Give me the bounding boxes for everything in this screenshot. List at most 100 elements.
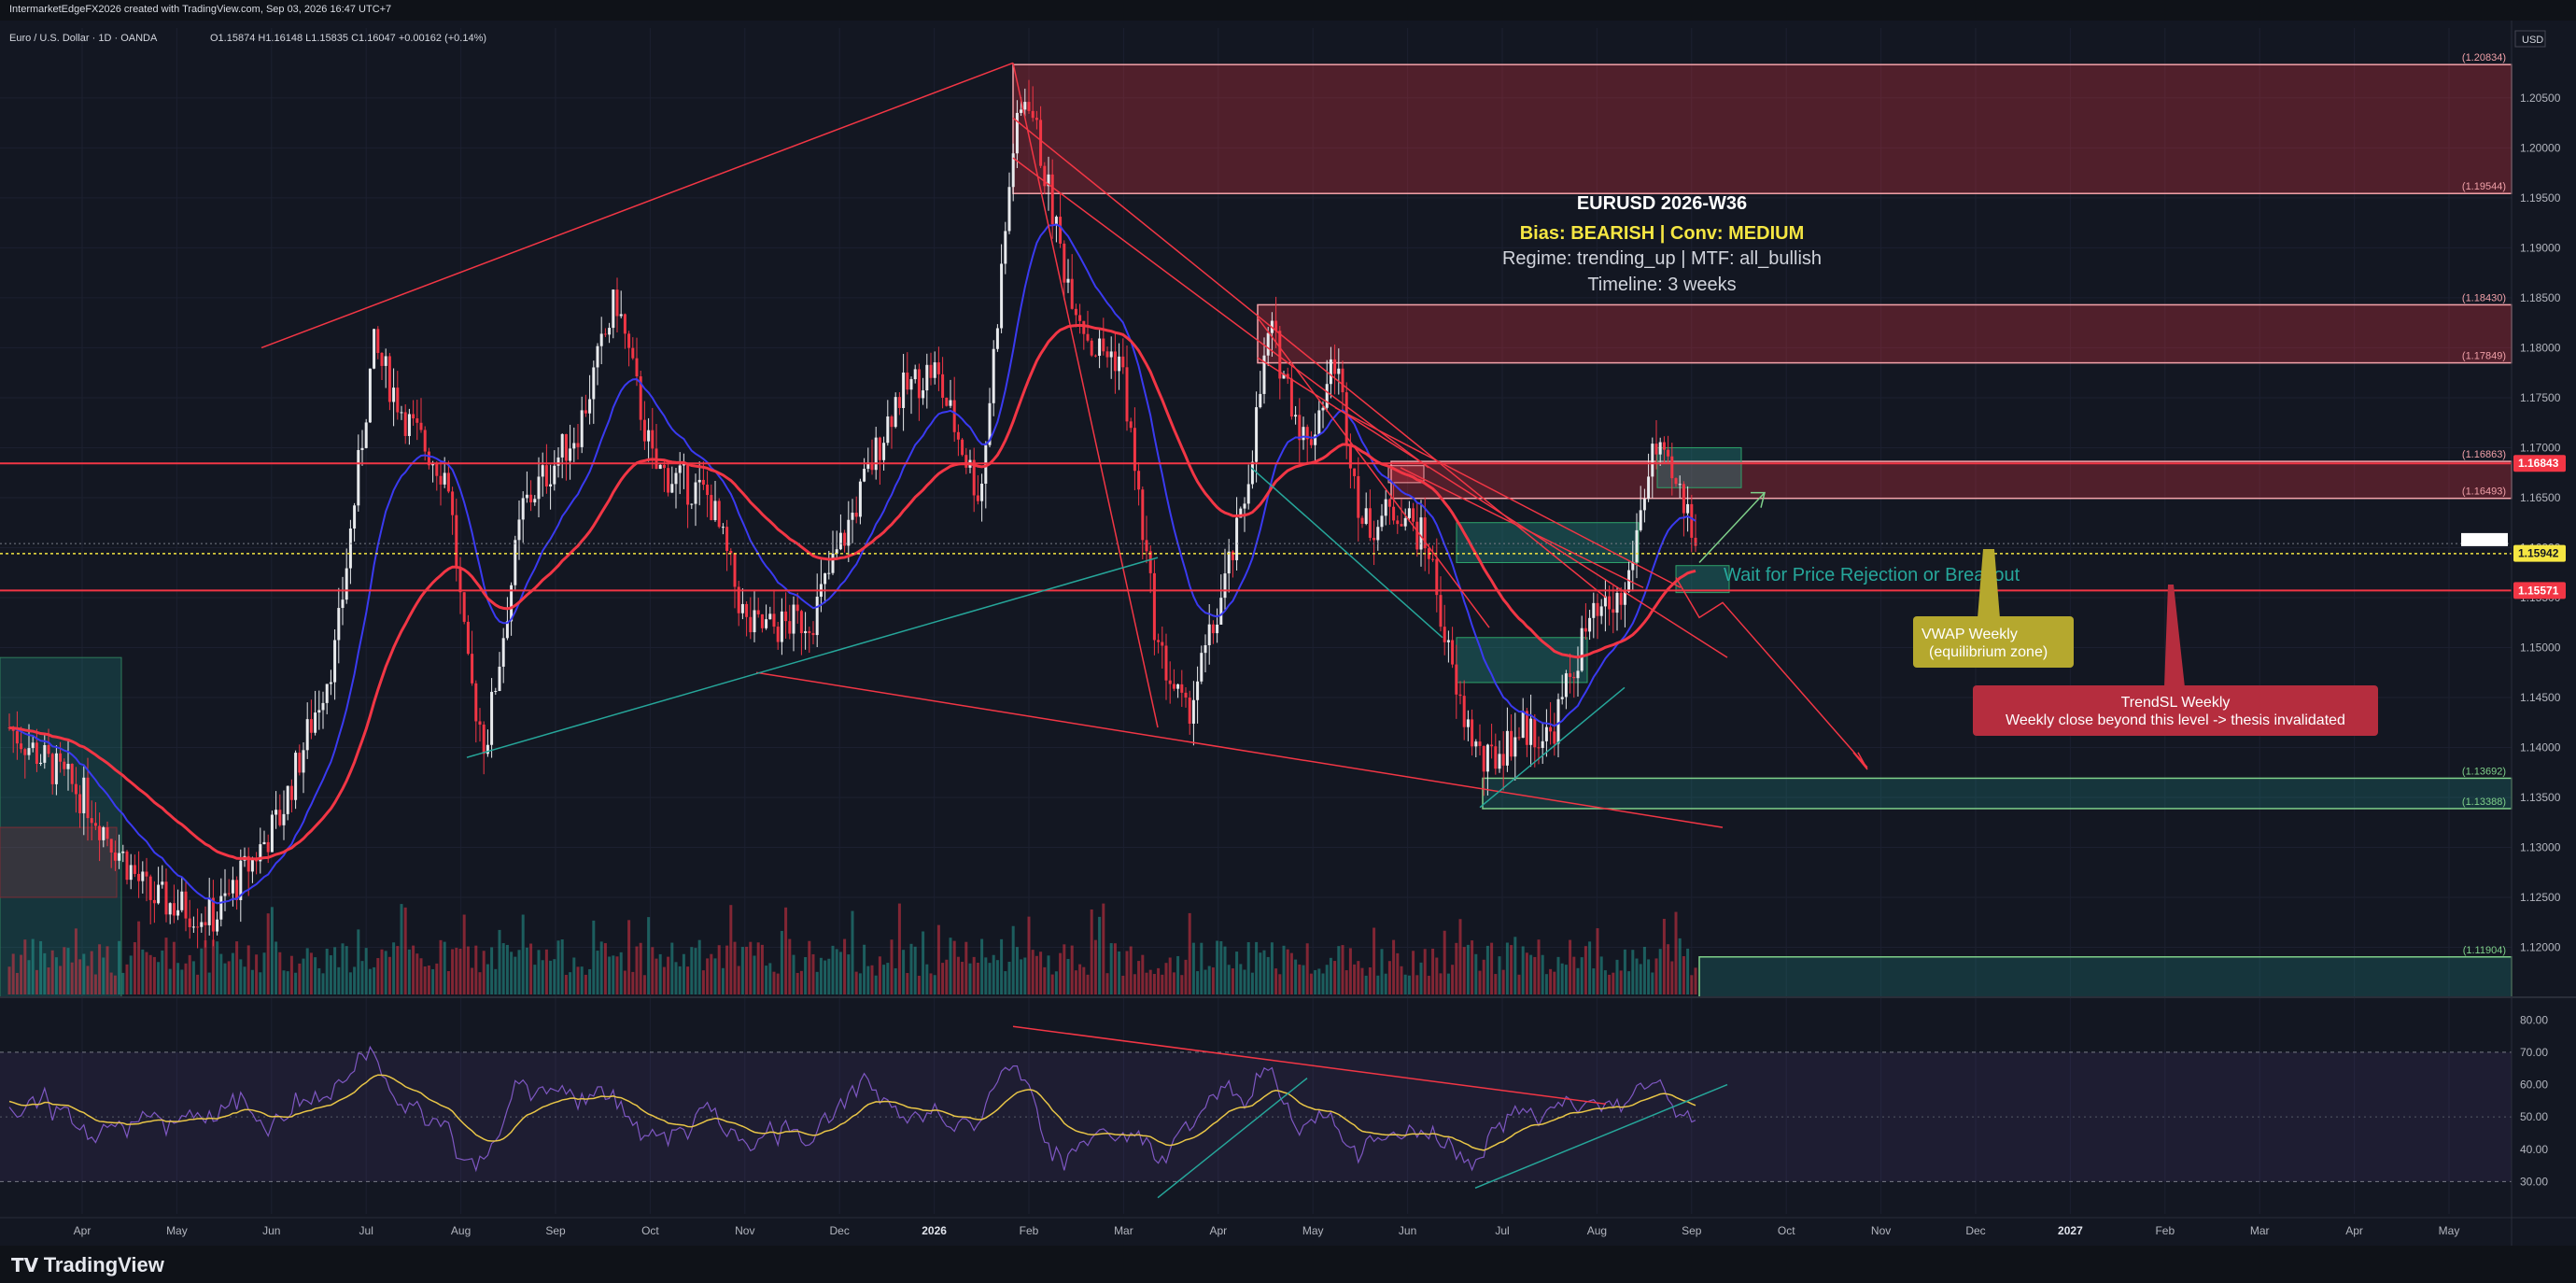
candle-body: [1407, 508, 1411, 518]
volume-bar: [1020, 959, 1023, 994]
candle-body: [1533, 718, 1537, 748]
volume-bar: [161, 950, 164, 994]
candle-body: [560, 433, 564, 458]
price-tick-label: 1.14500: [2520, 691, 2561, 704]
price-tag-bg: [2513, 544, 2566, 562]
rsi-tick-label: 80.00: [2520, 1013, 2548, 1026]
candle-body: [93, 823, 97, 826]
candle-body: [1380, 515, 1384, 528]
annotation-title: EURUSD 2026-W36: [1577, 193, 1747, 214]
axes: Apr May Jun Jul Aug Sep Oct Nov Dec 2026 Feb Mar Apr…: [0, 21, 2576, 1246]
candle-body: [592, 367, 596, 400]
volume-bar: [184, 963, 188, 994]
candle-body: [1168, 680, 1172, 684]
volume-bar: [1211, 967, 1215, 994]
candle-body: [184, 891, 188, 919]
volume-bar: [1176, 955, 1180, 994]
volume-bar: [1478, 970, 1482, 994]
volume-bar: [113, 975, 117, 994]
level-label: (1.18430): [2462, 292, 2506, 303]
volume-bar: [843, 938, 847, 994]
candle-body: [1651, 444, 1654, 477]
candle-body: [615, 289, 619, 317]
level-label: (1.11904): [2463, 945, 2506, 956]
candle-body: [1082, 320, 1086, 334]
trend-line: [1012, 157, 1429, 469]
candle-body: [670, 484, 674, 493]
volume-bar: [1446, 973, 1450, 994]
candle-body: [443, 472, 446, 485]
time-tick-label: Dec: [1965, 1224, 1985, 1237]
tradingview-logo[interactable]: 𝗧𝗩 TradingView: [11, 1253, 164, 1277]
candle-body: [427, 451, 430, 466]
chart-area[interactable]: 80.00 70.00 60.00 50.00 40.00 30.00 Apr May Jun…: [0, 21, 2576, 1246]
ohlc-line: O1.15874 H1.16148 L1.15835 C1.16047 +0.0…: [210, 33, 486, 44]
volume-bar: [992, 954, 995, 994]
candle-body: [1517, 737, 1521, 739]
price-tick-label: 1.19500: [2520, 191, 2561, 204]
currency-box[interactable]: [2514, 30, 2546, 48]
volume-bar: [572, 957, 576, 994]
volume-bar: [380, 949, 384, 994]
candle-body: [125, 851, 129, 881]
candle-body: [419, 422, 423, 430]
candle-body: [913, 369, 917, 380]
candle-body: [1686, 503, 1690, 514]
volume-bar: [686, 966, 690, 994]
volume-bar: [376, 958, 380, 994]
volume-bar: [1216, 940, 1219, 994]
candle-body: [1690, 503, 1694, 538]
volume-bar: [631, 971, 635, 994]
volume-bar: [1360, 967, 1364, 994]
candle-body: [266, 841, 270, 853]
volume-bar: [1368, 966, 1372, 994]
candle-body: [486, 744, 489, 754]
volume-bar: [403, 907, 407, 994]
trendsl-text-1: TrendSL Weekly: [2121, 695, 2231, 711]
volume-bar: [1200, 942, 1204, 994]
candle-body: [231, 880, 234, 894]
volume-bar: [564, 975, 568, 994]
volume-bar: [537, 950, 541, 994]
candle-body: [59, 753, 63, 762]
volume-bar: [710, 953, 713, 994]
volume-bar: [933, 975, 936, 994]
volume-bar: [1007, 961, 1011, 994]
volume-bar: [701, 970, 705, 994]
candle-body: [1078, 315, 1082, 321]
price-chart-svg[interactable]: 80.00 70.00 60.00 50.00 40.00 30.00 Apr May Jun…: [0, 21, 2576, 1246]
annotation-regime: Regime: trending_up | MTF: all_bullish: [1502, 248, 1822, 269]
volume-bar: [674, 962, 678, 994]
candle-body: [1639, 510, 1642, 530]
volume-bar: [1180, 975, 1184, 994]
candle-body: [1662, 442, 1666, 450]
volume-bar: [1168, 957, 1172, 994]
candle-body: [1011, 153, 1015, 188]
volume-bar: [811, 953, 815, 994]
candle-body: [1529, 718, 1533, 745]
time-tick-label: May: [2439, 1224, 2460, 1237]
moving-averages: [8, 223, 1696, 905]
volume-bar: [1278, 974, 1282, 994]
candle-body: [63, 761, 66, 769]
volume-bar: [1250, 972, 1254, 994]
volume-bar: [1642, 946, 1646, 994]
candle-body: [1678, 484, 1682, 486]
volume-bar: [870, 965, 874, 994]
volume-bar: [148, 954, 152, 994]
candle-body: [1262, 355, 1266, 394]
time-tick-label: May: [1302, 1224, 1324, 1237]
candle-body: [50, 754, 54, 784]
volume-bar: [972, 956, 976, 994]
volume-bar: [474, 945, 478, 994]
trend-line: [1012, 63, 1159, 728]
candles: [7, 79, 1697, 949]
candle-body: [1658, 442, 1662, 455]
candle-body: [749, 616, 753, 633]
candle-body: [804, 630, 808, 634]
candle-body: [1392, 506, 1396, 521]
volume-bar: [43, 952, 47, 994]
volume-bar: [1423, 949, 1427, 994]
candle-body: [490, 691, 494, 745]
candle-body: [1348, 445, 1352, 469]
